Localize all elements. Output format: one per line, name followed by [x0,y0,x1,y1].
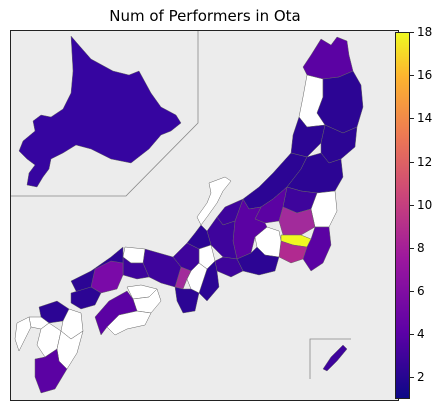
hokkaido-inset-frame [11,31,199,197]
colorbar-tick [410,75,414,77]
colorbar-tick-label: 6 [417,284,425,299]
region-hokkaido [18,35,182,188]
chart-title: Num of Performers in Ota [109,7,301,25]
region-wakayama [174,286,200,314]
region-yamaguchi [70,286,102,310]
colorbar-tick [410,334,414,336]
colorbar-tick-label: 16 [417,68,433,83]
okinawa-inset-frame [309,338,351,379]
colorbar-tick [410,247,414,249]
region-iwate [316,70,364,134]
colorbar-tick [410,377,414,379]
colorbar-tick-label: 12 [417,154,433,169]
colorbar-tick-label: 10 [417,197,433,212]
map-svg [11,31,364,394]
colorbar-tick-label: 2 [417,370,425,385]
region-shizuoka [236,246,280,276]
region-ishikawa [196,176,232,226]
colorbar-tick [410,161,414,163]
colorbar-tick [410,204,414,206]
colorbar-tick-label: 4 [417,327,425,342]
colorbar-tick-label: 14 [417,111,433,126]
region-aomori [302,36,354,80]
region-kagoshima [34,348,68,394]
colorbar-tick [410,291,414,293]
region-okinawa [322,344,348,372]
region-kochi [106,310,152,336]
region-nagasaki [14,316,32,352]
colorbar-tick [410,32,414,33]
region-chiba [302,226,332,272]
colorbar-tick-label: 8 [417,240,425,255]
japan-map [10,30,399,401]
region-nara [186,262,208,294]
region-hiroshima [90,260,124,294]
colorbar [395,32,410,399]
region-yamagata [290,116,326,158]
colorbar-tick [410,118,414,120]
colorbar-tick-label: 18 [417,25,433,39]
